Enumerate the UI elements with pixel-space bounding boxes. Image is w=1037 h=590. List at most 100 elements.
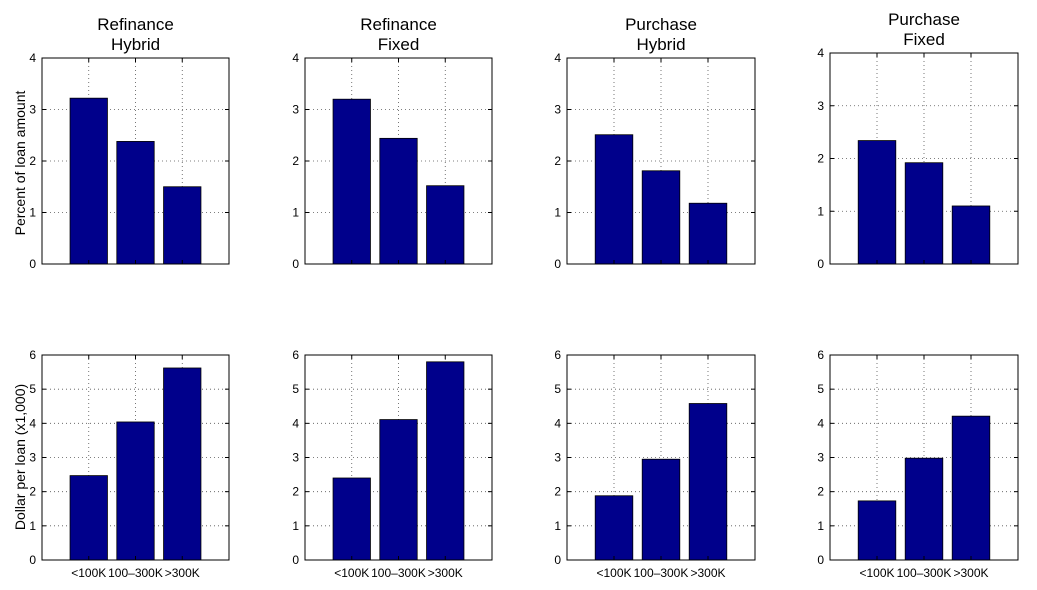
chart-panel-8: 0 1 2 3 4 5 6 <100K 100–300K >300K — [817, 348, 1019, 580]
bar — [116, 141, 155, 265]
bar — [116, 421, 155, 561]
bar — [904, 162, 944, 265]
bar — [857, 140, 897, 265]
y-tick-label: 1 — [554, 519, 561, 533]
y-tick-label: 3 — [292, 451, 299, 465]
y-tick-label: 4 — [817, 46, 824, 60]
y-tick-label: 2 — [554, 154, 561, 168]
chart-title-line: Purchase — [625, 15, 697, 34]
bar — [951, 415, 991, 561]
y-tick-label: 0 — [292, 553, 299, 567]
bar — [594, 495, 634, 561]
y-axis-label-bottom: Dollar per loan (x1,000) — [12, 384, 28, 530]
y-tick-label: 1 — [817, 204, 824, 218]
y-tick-label: 3 — [554, 103, 561, 117]
y-tick-label: 1 — [292, 206, 299, 220]
y-tick-label: 0 — [29, 257, 36, 271]
y-tick-label: 1 — [554, 206, 561, 220]
x-tick-label: 100–300K — [897, 566, 952, 580]
y-tick-label: 3 — [817, 99, 824, 113]
bar — [332, 477, 371, 561]
x-tick-label: <100K — [859, 566, 894, 580]
bar — [857, 500, 897, 561]
bar — [332, 98, 371, 265]
y-tick-label: 1 — [29, 206, 36, 220]
y-tick-label: 4 — [817, 416, 824, 430]
bar — [379, 137, 418, 265]
y-axis-label-top: Percent of loan amount — [12, 91, 28, 236]
y-tick-label: 6 — [292, 348, 299, 362]
x-tick-label: >300K — [428, 566, 463, 580]
bar — [641, 170, 681, 265]
chart-title-line: Fixed — [903, 30, 945, 49]
x-tick-label: >300K — [953, 566, 988, 580]
y-tick-label: 6 — [554, 348, 561, 362]
y-tick-label: 0 — [817, 553, 824, 567]
chart-title-line: Purchase — [888, 10, 960, 29]
bar — [163, 186, 202, 265]
y-tick-label: 3 — [554, 451, 561, 465]
chart-title-line: Refinance — [97, 15, 174, 34]
y-tick-label: 4 — [554, 416, 561, 430]
y-tick-label: 4 — [292, 51, 299, 65]
y-tick-label: 3 — [817, 451, 824, 465]
y-tick-label: 0 — [29, 553, 36, 567]
y-tick-label: 0 — [292, 257, 299, 271]
x-tick-label: >300K — [165, 566, 200, 580]
y-tick-label: 4 — [29, 416, 36, 430]
y-tick-label: 2 — [554, 485, 561, 499]
bar — [426, 185, 465, 265]
y-tick-label: 0 — [554, 257, 561, 271]
y-tick-label: 4 — [554, 51, 561, 65]
x-tick-label: <100K — [596, 566, 631, 580]
y-tick-label: 5 — [29, 382, 36, 396]
y-tick-label: 3 — [29, 451, 36, 465]
chart-panel-5: 0 1 2 3 4 5 6 <100K 100–300K >300K — [29, 348, 230, 580]
bar — [69, 475, 108, 561]
y-tick-label: 0 — [554, 553, 561, 567]
chart-title-line: Hybrid — [636, 35, 685, 54]
bar — [379, 419, 418, 561]
y-tick-label: 5 — [292, 382, 299, 396]
y-tick-label: 0 — [817, 257, 824, 271]
chart-title-line: Fixed — [378, 35, 420, 54]
y-tick-label: 2 — [817, 485, 824, 499]
chart-panel-6: 0 1 2 3 4 5 6 <100K 100–300K >300K — [292, 348, 493, 580]
chart-panel-7: 0 1 2 3 4 5 6 <100K 100–300K >300K — [554, 348, 756, 580]
bar — [951, 205, 991, 265]
y-tick-label: 1 — [817, 519, 824, 533]
y-tick-label: 2 — [817, 152, 824, 166]
bar — [163, 367, 202, 561]
bar — [641, 458, 681, 561]
x-tick-label: <100K — [334, 566, 369, 580]
chart-title-line: Hybrid — [111, 35, 160, 54]
y-tick-label: 4 — [29, 51, 36, 65]
bar — [594, 134, 634, 265]
y-tick-label: 4 — [292, 416, 299, 430]
y-tick-label: 6 — [29, 348, 36, 362]
y-tick-label: 5 — [554, 382, 561, 396]
bar — [904, 457, 944, 561]
bar — [69, 97, 108, 265]
y-tick-label: 6 — [817, 348, 824, 362]
bar — [688, 403, 728, 561]
bar — [426, 361, 465, 561]
y-tick-label: 2 — [292, 154, 299, 168]
x-tick-label: 100–300K — [108, 566, 163, 580]
y-tick-label: 1 — [29, 519, 36, 533]
y-tick-label: 5 — [817, 382, 824, 396]
y-tick-label: 2 — [29, 485, 36, 499]
y-tick-label: 3 — [292, 103, 299, 117]
y-tick-label: 1 — [292, 519, 299, 533]
y-tick-label: 2 — [29, 154, 36, 168]
y-tick-label: 2 — [292, 485, 299, 499]
bar — [688, 202, 728, 265]
x-tick-label: 100–300K — [634, 566, 689, 580]
x-tick-label: >300K — [690, 566, 725, 580]
